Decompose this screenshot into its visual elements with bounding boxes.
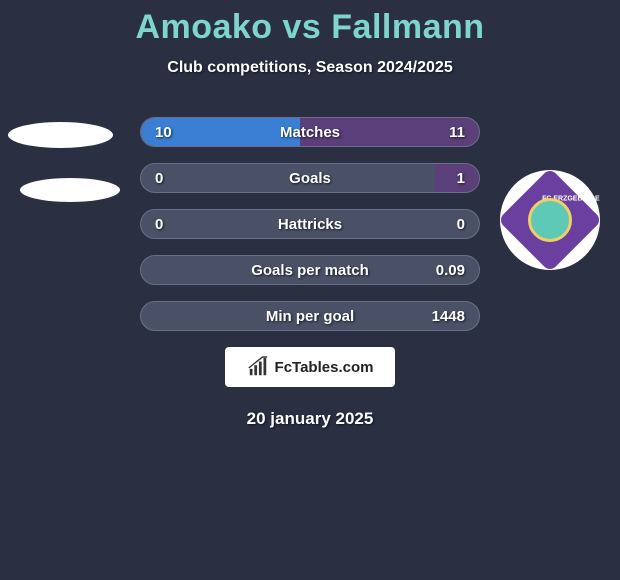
player-left-placeholder-2 xyxy=(20,178,120,202)
stat-left-value: 0 xyxy=(155,170,163,187)
stat-left-value: 10 xyxy=(155,124,172,141)
club-logo-center xyxy=(528,198,572,242)
club-logo-right: FC ERZGEBIRGE xyxy=(500,170,600,270)
stat-right-value: 0.09 xyxy=(436,262,465,279)
date-label: 20 january 2025 xyxy=(0,409,620,429)
stat-row: Goals per match 0.09 xyxy=(140,255,480,285)
stat-row: 0 Hattricks 0 xyxy=(140,209,480,239)
page-title: Amoako vs Fallmann xyxy=(0,0,620,47)
stat-right-value: 1448 xyxy=(432,308,465,325)
stat-label: Hattricks xyxy=(278,216,342,233)
stat-label: Min per goal xyxy=(266,308,354,325)
stat-label: Goals xyxy=(289,170,331,187)
branding-text: FcTables.com xyxy=(275,359,374,376)
player-left-placeholder-1 xyxy=(8,122,113,148)
page-subtitle: Club competitions, Season 2024/2025 xyxy=(0,59,620,77)
stat-right-value: 11 xyxy=(449,124,465,141)
stat-right-value: 0 xyxy=(457,216,465,233)
stat-left-value: 0 xyxy=(155,216,163,233)
branding-badge: FcTables.com xyxy=(225,347,395,387)
stat-label: Goals per match xyxy=(251,262,369,279)
stat-label: Matches xyxy=(280,124,340,141)
stat-row: Min per goal 1448 xyxy=(140,301,480,331)
chart-icon xyxy=(247,356,269,378)
stat-row: 10 Matches 11 xyxy=(140,117,480,147)
stat-right-value: 1 xyxy=(457,170,465,187)
stat-row: 0 Goals 1 xyxy=(140,163,480,193)
